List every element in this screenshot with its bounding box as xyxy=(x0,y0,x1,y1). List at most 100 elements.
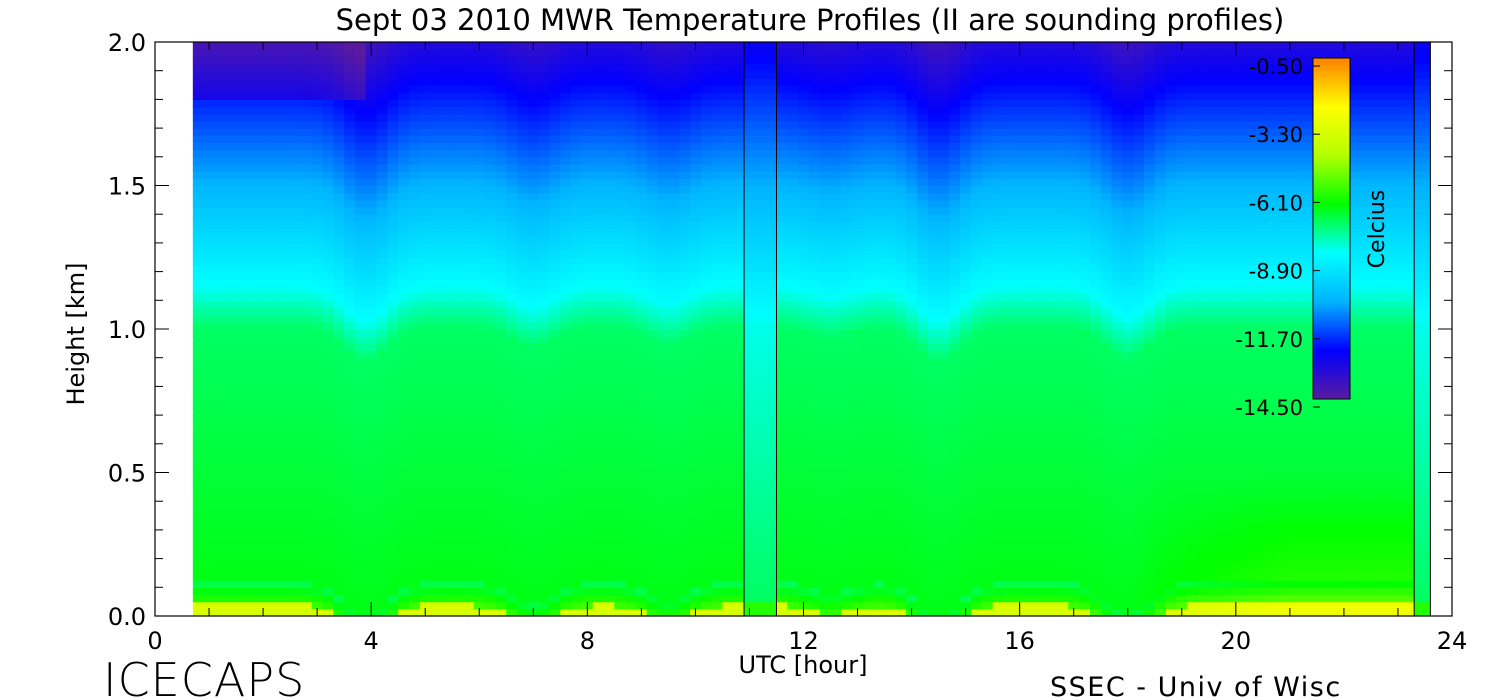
heatmap-cell xyxy=(419,99,432,108)
heatmap-cell xyxy=(852,314,864,323)
heatmap-cell xyxy=(603,465,615,474)
heatmap-cell xyxy=(473,407,486,416)
heatmap-cell xyxy=(700,63,713,72)
heatmap-cell xyxy=(538,257,551,266)
heatmap-cell xyxy=(722,264,734,273)
heatmap-cell xyxy=(506,285,518,294)
heatmap-cell xyxy=(787,494,799,502)
heatmap-cell xyxy=(625,264,637,273)
heatmap-cell xyxy=(819,307,832,316)
heatmap-cell xyxy=(257,178,270,187)
heatmap-cell xyxy=(722,501,734,509)
heatmap-cell xyxy=(700,537,713,545)
heatmap-cell xyxy=(344,587,356,596)
heatmap-cell xyxy=(430,501,443,509)
heatmap-cell xyxy=(679,178,691,187)
heatmap-cell xyxy=(646,128,659,136)
heatmap-cell xyxy=(387,70,399,79)
heatmap-cell xyxy=(419,250,432,258)
heatmap-cell xyxy=(733,214,745,222)
heatmap-cell xyxy=(408,56,421,65)
heatmap-cell xyxy=(538,285,551,294)
heatmap-cell xyxy=(333,149,345,158)
heatmap-cell xyxy=(495,106,507,115)
heatmap-cell xyxy=(538,364,551,373)
heatmap-cell xyxy=(776,379,788,387)
heatmap-cell xyxy=(322,214,334,222)
heatmap-cell xyxy=(733,407,745,416)
heatmap-cell xyxy=(279,293,291,301)
heatmap-cell xyxy=(776,321,788,330)
heatmap-cell xyxy=(830,472,842,481)
heatmap-cell xyxy=(398,486,410,495)
heatmap-cell xyxy=(798,400,810,409)
heatmap-cell xyxy=(625,178,637,187)
heatmap-cell xyxy=(279,242,291,251)
heatmap-cell xyxy=(495,171,507,179)
heatmap-cell xyxy=(830,357,842,366)
heatmap-cell xyxy=(419,372,432,380)
heatmap-cell xyxy=(365,63,378,72)
heatmap-cell xyxy=(646,42,659,50)
heatmap-cell xyxy=(646,264,659,273)
heatmap-cell xyxy=(733,113,745,122)
heatmap-cell xyxy=(290,544,302,553)
heatmap-cell xyxy=(700,199,713,208)
heatmap-cell xyxy=(560,436,572,445)
heatmap-cell xyxy=(668,149,680,158)
heatmap-cell xyxy=(203,106,216,115)
heatmap-cell xyxy=(646,350,659,359)
heatmap-cell xyxy=(700,106,713,115)
heatmap-cell xyxy=(279,572,291,581)
heatmap-cell xyxy=(495,242,507,251)
heatmap-cell xyxy=(419,70,432,79)
heatmap-cell xyxy=(625,558,637,567)
heatmap-cell xyxy=(225,185,237,194)
heatmap-cell xyxy=(300,42,313,50)
heatmap-cell xyxy=(268,400,280,409)
heatmap-cell xyxy=(452,314,464,323)
heatmap-cell xyxy=(344,106,356,115)
heatmap-cell xyxy=(203,544,216,553)
heatmap-cell xyxy=(517,458,529,466)
heatmap-cell xyxy=(441,336,453,344)
heatmap-cell xyxy=(344,92,356,100)
heatmap-cell xyxy=(322,271,334,280)
heatmap-cell xyxy=(700,436,713,445)
heatmap-cell xyxy=(354,264,367,273)
heatmap-cell xyxy=(830,106,842,115)
heatmap-cell xyxy=(646,142,659,151)
heatmap-cell xyxy=(322,49,334,57)
heatmap-cell xyxy=(852,364,864,373)
heatmap-cell xyxy=(841,601,853,610)
heatmap-cell xyxy=(300,271,313,280)
heatmap-cell xyxy=(679,372,691,380)
heatmap-cell xyxy=(722,486,734,495)
heatmap-cell xyxy=(300,379,313,387)
heatmap-cell xyxy=(430,163,443,172)
heatmap-cell xyxy=(387,400,399,409)
heatmap-cell xyxy=(279,178,291,187)
heatmap-cell xyxy=(344,185,356,194)
heatmap-cell xyxy=(354,142,367,151)
heatmap-cell xyxy=(571,42,583,50)
heatmap-cell xyxy=(722,128,734,136)
heatmap-cell xyxy=(722,508,734,517)
heatmap-cell xyxy=(679,329,691,337)
heatmap-cell xyxy=(700,465,713,474)
heatmap-cell xyxy=(473,228,486,237)
heatmap-cell xyxy=(549,99,561,108)
heatmap-cell xyxy=(311,422,324,431)
heatmap-cell xyxy=(625,250,637,258)
heatmap-cell xyxy=(733,293,745,301)
heatmap-cell xyxy=(236,465,248,474)
heatmap-cell xyxy=(225,49,237,57)
heatmap-cell xyxy=(722,436,734,445)
heatmap-cell xyxy=(506,379,518,387)
heatmap-cell xyxy=(344,242,356,251)
heatmap-cell xyxy=(225,307,237,316)
heatmap-cell xyxy=(517,70,529,79)
heatmap-cell xyxy=(625,400,637,409)
heatmap-cell xyxy=(484,99,497,108)
heatmap-cell xyxy=(776,601,788,610)
